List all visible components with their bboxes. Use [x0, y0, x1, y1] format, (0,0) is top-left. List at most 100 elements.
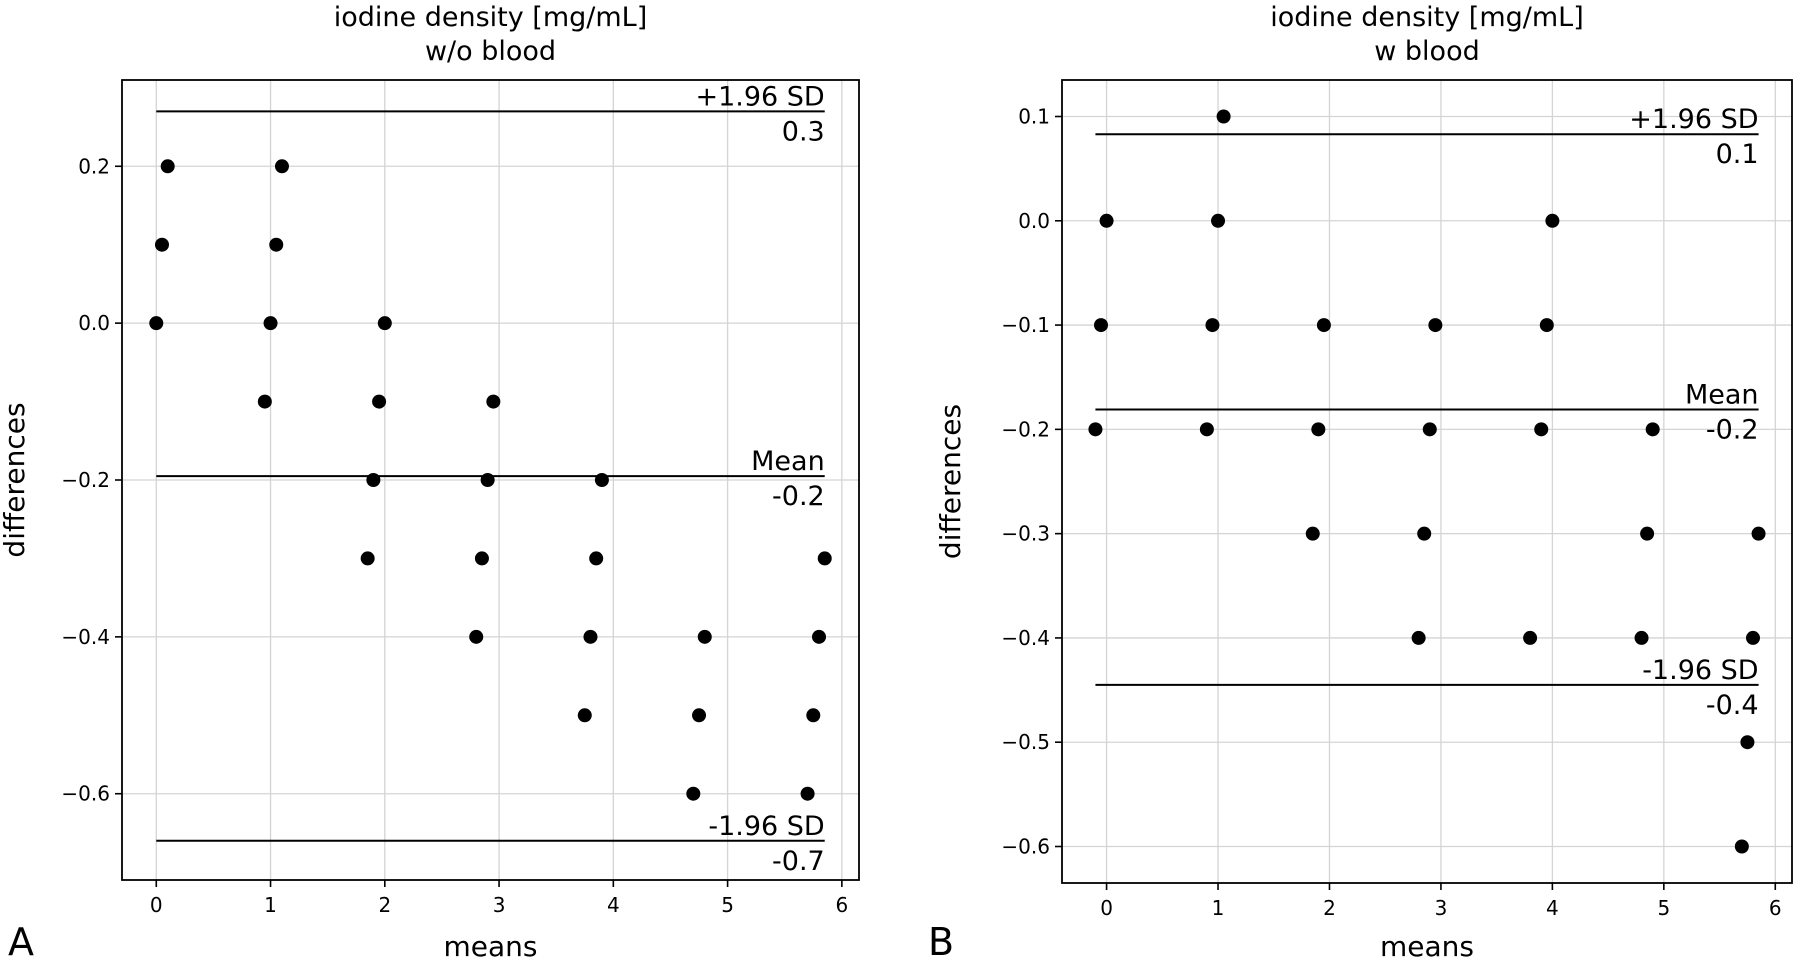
- hline-name-label: -1.96 SD: [1642, 655, 1758, 686]
- y-tick-label: 0.0: [1018, 209, 1050, 233]
- data-point: [486, 394, 501, 409]
- chart-title-line-1: iodine density [mg/mL]: [334, 2, 648, 33]
- y-axis-label: differences: [0, 402, 31, 557]
- x-tick-label: 6: [1769, 896, 1782, 920]
- hline-name-label: -1.96 SD: [708, 811, 824, 842]
- x-tick-label: 1: [1212, 896, 1225, 920]
- data-point: [1099, 213, 1114, 228]
- y-tick-label: −0.2: [1001, 417, 1050, 441]
- chart-title-line-2: w blood: [1374, 36, 1479, 67]
- x-tick-label: 2: [378, 893, 391, 917]
- data-point: [594, 473, 609, 487]
- data-point: [1199, 422, 1214, 437]
- data-point: [817, 551, 832, 566]
- x-axis-label: means: [444, 930, 538, 960]
- data-point: [469, 629, 484, 644]
- y-tick-label: −0.4: [61, 625, 110, 649]
- y-axis-label: differences: [934, 404, 967, 559]
- data-point: [686, 786, 701, 801]
- data-point: [1428, 318, 1443, 333]
- hline-value-label: 0.3: [782, 116, 825, 147]
- data-point: [1634, 630, 1649, 645]
- data-point: [1734, 839, 1749, 854]
- hline-value-label: -0.2: [772, 481, 825, 512]
- y-tick-label: −0.3: [1001, 522, 1050, 546]
- data-point: [1751, 526, 1766, 541]
- data-point: [812, 629, 827, 644]
- plot-frame: [121, 79, 860, 881]
- y-tick-label: −0.6: [1001, 835, 1050, 859]
- y-tick-label: −0.6: [61, 782, 110, 806]
- hline-name-label: Mean: [1685, 380, 1759, 411]
- y-tick-label: −0.1: [1001, 313, 1050, 337]
- plot-frame: [1061, 79, 1793, 884]
- data-point: [1745, 630, 1760, 645]
- data-point: [269, 237, 284, 252]
- data-point: [1645, 422, 1660, 437]
- chart-title-line-2: w/o blood: [425, 36, 556, 67]
- data-point: [377, 316, 392, 331]
- x-tick-label: 2: [1323, 896, 1336, 920]
- chart-title-line-1: iodine density [mg/mL]: [1270, 2, 1584, 33]
- x-tick-label: 5: [1657, 896, 1670, 920]
- data-point: [274, 159, 289, 174]
- x-tick-label: 3: [493, 893, 506, 917]
- data-point: [692, 708, 707, 723]
- x-tick-label: 3: [1435, 896, 1448, 920]
- y-tick-label: 0.1: [1018, 105, 1050, 129]
- data-point: [372, 394, 387, 409]
- data-point: [480, 473, 495, 487]
- data-point: [1088, 422, 1103, 437]
- x-axis-label: means: [1380, 930, 1474, 960]
- x-tick-label: 6: [835, 893, 848, 917]
- data-point: [800, 786, 815, 801]
- panel-a: 0 1 2 3 4 5 6 −0.6 −0.4 −0.2 0.0 0.2 +1.96 SD 0.3 Mean…: [0, 2, 860, 960]
- data-point: [263, 316, 278, 331]
- data-point: [154, 237, 169, 252]
- data-point: [1539, 318, 1554, 333]
- data-point: [697, 629, 712, 644]
- data-point: [1523, 630, 1538, 645]
- data-point: [1316, 318, 1331, 333]
- y-tick-label: −0.2: [61, 468, 110, 492]
- y-tick-label: −0.4: [1001, 626, 1050, 650]
- data-point: [1216, 109, 1231, 124]
- x-tick-label: 1: [264, 893, 277, 917]
- data-point: [149, 316, 164, 331]
- x-tick-label: 0: [1100, 896, 1113, 920]
- data-point: [1640, 526, 1655, 541]
- y-tick-label: 0.2: [78, 154, 110, 178]
- panel-letter: A: [8, 920, 34, 960]
- data-point: [1740, 735, 1755, 750]
- data-point: [1094, 318, 1109, 333]
- data-point: [160, 159, 175, 174]
- data-point: [1211, 213, 1226, 228]
- data-point: [1311, 422, 1326, 437]
- panel-letter: B: [928, 920, 954, 960]
- hline-name-label: Mean: [751, 446, 825, 477]
- x-tick-label: 4: [607, 893, 620, 917]
- data-point: [360, 551, 375, 566]
- x-tick-label: 0: [150, 893, 163, 917]
- data-point: [1305, 526, 1320, 541]
- data-point: [589, 551, 604, 566]
- data-point: [1422, 422, 1437, 437]
- y-tick-label: −0.5: [1001, 730, 1050, 754]
- hline-value-label: -0.7: [772, 846, 825, 877]
- data-point: [1205, 318, 1220, 333]
- data-point: [577, 708, 592, 723]
- x-tick-label: 5: [721, 893, 734, 917]
- hline-value-label: 0.1: [1716, 139, 1759, 170]
- x-tick-label: 4: [1546, 896, 1559, 920]
- data-point: [1545, 213, 1560, 228]
- hline-name-label: +1.96 SD: [1629, 104, 1758, 135]
- data-point: [1534, 422, 1549, 437]
- data-point: [366, 473, 381, 487]
- hline-name-label: +1.96 SD: [695, 81, 824, 112]
- hline-value-label: -0.4: [1706, 690, 1759, 721]
- data-point: [806, 708, 821, 723]
- data-point: [1411, 630, 1426, 645]
- data-point: [1417, 526, 1432, 541]
- y-tick-label: 0.0: [78, 311, 110, 335]
